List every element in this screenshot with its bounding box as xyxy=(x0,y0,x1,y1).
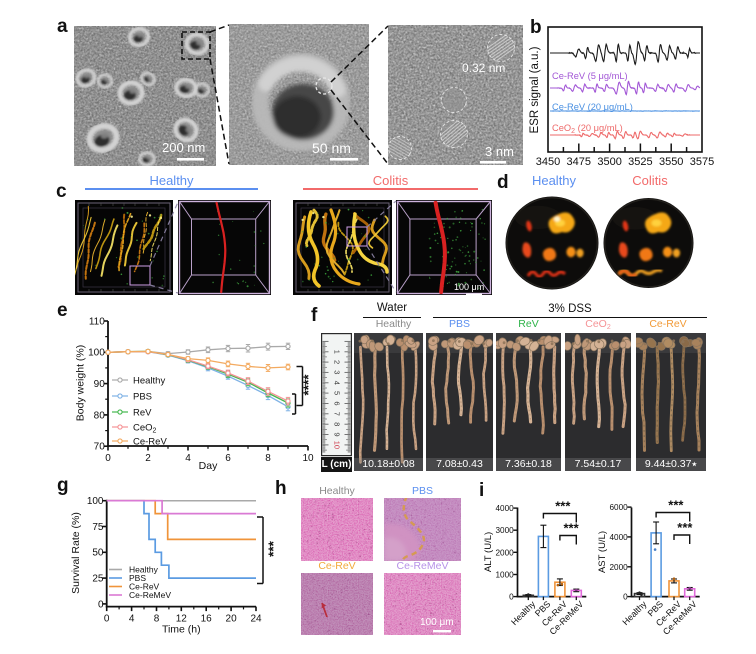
svg-text:Healthy: Healthy xyxy=(129,565,159,575)
svg-text:4: 4 xyxy=(129,614,135,625)
svg-text:10: 10 xyxy=(333,441,342,449)
svg-text:3575: 3575 xyxy=(690,156,714,168)
svg-text:***: *** xyxy=(266,540,281,557)
svg-text:4000: 4000 xyxy=(609,533,628,542)
svg-text:ReV: ReV xyxy=(133,408,152,419)
svg-text:110: 110 xyxy=(89,316,105,327)
svg-text:6: 6 xyxy=(333,401,342,405)
svg-text:***: *** xyxy=(677,520,693,535)
svg-text:Day: Day xyxy=(199,460,218,472)
svg-text:3000: 3000 xyxy=(495,526,514,535)
svg-text:CeO2: CeO2 xyxy=(133,423,157,435)
svg-text:2: 2 xyxy=(145,453,151,464)
svg-text:Body weight (%): Body weight (%) xyxy=(75,345,87,421)
svg-text:4000: 4000 xyxy=(495,504,514,513)
svg-text:12: 12 xyxy=(176,614,188,625)
svg-text:8: 8 xyxy=(265,453,271,464)
svg-text:ESR signal (a.u.): ESR signal (a.u.) xyxy=(529,46,541,133)
svg-text:CeO2 (20 μg/mL): CeO2 (20 μg/mL) xyxy=(552,123,623,135)
svg-text:Time (h): Time (h) xyxy=(162,624,201,636)
svg-text:AST (U/L): AST (U/L) xyxy=(597,531,608,573)
svg-text:0: 0 xyxy=(105,453,111,464)
svg-text:24: 24 xyxy=(250,614,262,625)
svg-text:4: 4 xyxy=(333,381,342,385)
svg-text:PBS: PBS xyxy=(133,392,152,403)
svg-text:0.32 nm: 0.32 nm xyxy=(462,61,505,75)
svg-text:50: 50 xyxy=(92,548,104,559)
svg-text:100: 100 xyxy=(87,496,104,507)
svg-text:100 μm: 100 μm xyxy=(454,282,484,292)
svg-text:8: 8 xyxy=(333,422,342,426)
svg-text:Healthy: Healthy xyxy=(620,599,649,628)
svg-text:10: 10 xyxy=(302,453,314,464)
svg-text:100 μm: 100 μm xyxy=(420,617,454,628)
svg-text:2: 2 xyxy=(333,360,342,364)
svg-text:90: 90 xyxy=(94,379,106,390)
svg-text:2000: 2000 xyxy=(495,548,514,557)
svg-text:9: 9 xyxy=(333,432,342,436)
svg-text:6000: 6000 xyxy=(609,503,628,512)
svg-text:***: *** xyxy=(564,521,580,536)
svg-text:Ce-ReV: Ce-ReV xyxy=(129,582,160,592)
svg-text:***: *** xyxy=(555,499,571,514)
svg-text:3525: 3525 xyxy=(628,156,652,168)
svg-text:3475: 3475 xyxy=(567,156,591,168)
svg-text:4: 4 xyxy=(185,453,191,464)
svg-text:Ce-ReV (5 μg/mL): Ce-ReV (5 μg/mL) xyxy=(552,71,628,81)
svg-text:7: 7 xyxy=(333,412,342,416)
svg-text:20: 20 xyxy=(226,614,238,625)
svg-text:3 nm: 3 nm xyxy=(485,144,514,159)
svg-text:3550: 3550 xyxy=(659,156,683,168)
svg-text:8: 8 xyxy=(154,614,160,625)
svg-text:ALT (U/L): ALT (U/L) xyxy=(483,532,494,572)
svg-text:0: 0 xyxy=(623,593,628,602)
svg-text:0: 0 xyxy=(509,593,514,602)
svg-text:6: 6 xyxy=(225,453,231,464)
svg-text:80: 80 xyxy=(94,410,106,421)
svg-text:3450: 3450 xyxy=(536,156,560,168)
svg-text:200 nm: 200 nm xyxy=(162,140,205,155)
svg-text:0: 0 xyxy=(104,614,110,625)
svg-text:0: 0 xyxy=(98,599,104,610)
svg-text:***: *** xyxy=(668,498,684,513)
svg-text:Survival Rate (%): Survival Rate (%) xyxy=(70,512,82,594)
svg-text:70: 70 xyxy=(94,442,106,453)
svg-text:1: 1 xyxy=(333,350,342,354)
svg-text:5: 5 xyxy=(333,391,342,395)
svg-text:3: 3 xyxy=(333,370,342,374)
svg-text:Ce-ReV (20 μg/mL): Ce-ReV (20 μg/mL) xyxy=(552,102,633,112)
svg-text:Ce-ReMeV: Ce-ReMeV xyxy=(129,590,171,600)
svg-text:75: 75 xyxy=(92,522,104,533)
svg-text:3500: 3500 xyxy=(597,156,621,168)
svg-text:25: 25 xyxy=(92,574,104,585)
svg-text:****: **** xyxy=(301,374,316,396)
svg-text:50 nm: 50 nm xyxy=(312,140,351,156)
svg-text:Healthy: Healthy xyxy=(133,376,165,387)
svg-text:2000: 2000 xyxy=(609,563,628,572)
svg-text:16: 16 xyxy=(201,614,213,625)
svg-text:100: 100 xyxy=(88,348,105,359)
svg-text:Ce-ReV: Ce-ReV xyxy=(133,437,167,448)
svg-text:PBS: PBS xyxy=(129,573,146,583)
svg-text:1000: 1000 xyxy=(495,571,514,580)
